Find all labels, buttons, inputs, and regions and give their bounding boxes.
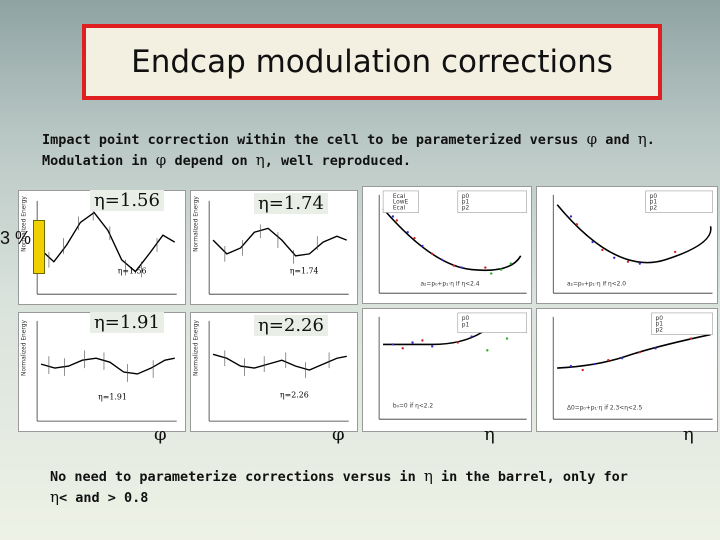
- legend-entry: Ecal: [393, 206, 406, 212]
- plot-svg: Normalized Energy η=2.26: [193, 320, 349, 422]
- plot-panel-fit-upper-right: p0 p1 p2 a₂=p₀+p₁·η if η<2.0: [536, 186, 718, 304]
- fit-formula: a₂=p₀+p₁·η if η<2.4: [420, 281, 479, 287]
- phi-symbol: φ: [586, 130, 598, 148]
- stat-label: p0: [656, 316, 664, 322]
- stat-label: p1: [650, 200, 658, 206]
- intro-text-segment: depend on: [166, 153, 256, 169]
- plot-panel-fit-upper-left: Ecal LowE Ecal p0 p1 p2 a₂=p₀+p₁·η if η<…: [362, 186, 532, 304]
- intro-text-segment: and: [597, 132, 638, 148]
- eta-label-1-91: η=1.91: [90, 312, 164, 333]
- fit-formula: a₂=p₀+p₁·η if η<2.0: [567, 281, 626, 287]
- plot-panel-eta-1-74: Normalized Energy η=1.74: [190, 190, 358, 305]
- intro-text-segment: Impact point correction within the cell …: [42, 132, 587, 148]
- stat-label: p0: [462, 194, 470, 200]
- stat-label: p0: [462, 316, 470, 322]
- plot-panel-fit-lower-right: p0 p1 p2 Δ0=p₀+p₁·η if 2.3<η<2.5: [536, 308, 718, 432]
- inner-eta-label: η=1.56: [118, 267, 147, 276]
- plot-svg: Normalized Energy η=1.74: [193, 196, 349, 295]
- eta-label-1-74: η=1.74: [254, 193, 328, 214]
- eta-symbol: η: [255, 151, 265, 169]
- title-box: Endcap modulation corrections: [82, 24, 662, 100]
- fit-formula: Δ0=p₀+p₁·η if 2.3<η<2.5: [567, 405, 643, 411]
- scale-bar: [33, 220, 45, 274]
- legend-entry: LowE: [393, 200, 409, 206]
- intro-text-segment: Modulation in: [42, 153, 156, 169]
- eta-symbol: η: [637, 130, 647, 148]
- plot-svg: Normalized Energy η=1.56: [21, 196, 177, 295]
- intro-text-segment: , well reproduced.: [264, 153, 412, 169]
- eta-label-1-56: η=1.56: [90, 190, 164, 211]
- eta-symbol: η: [423, 467, 433, 485]
- y-axis-title: Normalized Energy: [193, 320, 199, 376]
- x-axis-eta-symbol: η: [683, 424, 694, 445]
- bottom-text-segment: < and > 0.8: [59, 490, 149, 506]
- intro-line-1: Impact point correction within the cell …: [42, 129, 692, 150]
- bottom-line-2: η< and > 0.8: [50, 487, 670, 508]
- scale-label: 3 %: [0, 228, 32, 248]
- eta-symbol: η: [50, 488, 59, 506]
- inner-eta-label: η=2.26: [280, 391, 309, 400]
- bottom-text: No need to parameterize corrections vers…: [50, 466, 670, 508]
- plot-svg: Normalized Energy η=1.91: [21, 320, 177, 422]
- stat-label: p2: [462, 206, 470, 212]
- inner-eta-label: η=1.74: [290, 267, 319, 276]
- plot-svg: p0 p1 p2 a₂=p₀+p₁·η if η<2.0: [552, 190, 713, 294]
- x-axis-phi-symbol: φ: [332, 424, 345, 445]
- fit-formula: b₀=0 if η<2.2: [393, 403, 434, 409]
- stat-label: p1: [656, 322, 664, 328]
- plot-svg: p0 p1 b₀=0 if η<2.2: [378, 312, 527, 420]
- intro-line-2: Modulation in φ depend on η, well reprod…: [42, 150, 692, 171]
- stat-label: p2: [650, 206, 658, 212]
- phi-symbol: φ: [155, 151, 167, 169]
- bottom-text-segment: No need to parameterize corrections vers…: [50, 469, 424, 485]
- bottom-text-segment: in the barrel, only for: [432, 469, 628, 485]
- stat-label: p2: [656, 328, 664, 334]
- stat-label: p0: [650, 194, 658, 200]
- x-axis-eta-symbol: η: [484, 424, 495, 445]
- intro-text-segment: .: [646, 132, 655, 148]
- stat-label: p1: [462, 323, 470, 329]
- plot-svg: p0 p1 p2 Δ0=p₀+p₁·η if 2.3<η<2.5: [552, 312, 713, 420]
- plot-panel-fit-lower-left: p0 p1 b₀=0 if η<2.2: [362, 308, 532, 432]
- x-axis-phi-symbol: φ: [154, 424, 167, 445]
- y-axis-title: Normalized Energy: [21, 320, 27, 376]
- bottom-line-1: No need to parameterize corrections vers…: [50, 466, 670, 487]
- slide-title: Endcap modulation corrections: [131, 44, 613, 80]
- y-axis-title: Normalized Energy: [21, 196, 27, 252]
- stat-label: p1: [462, 200, 470, 206]
- plot-svg: Ecal LowE Ecal p0 p1 p2 a₂=p₀+p₁·η if η<…: [378, 190, 527, 294]
- legend-entry: Ecal: [393, 194, 406, 200]
- inner-eta-label: η=1.91: [98, 393, 127, 402]
- intro-text: Impact point correction within the cell …: [42, 129, 692, 171]
- y-axis-title: Normalized Energy: [193, 196, 199, 252]
- eta-label-2-26: η=2.26: [254, 315, 328, 336]
